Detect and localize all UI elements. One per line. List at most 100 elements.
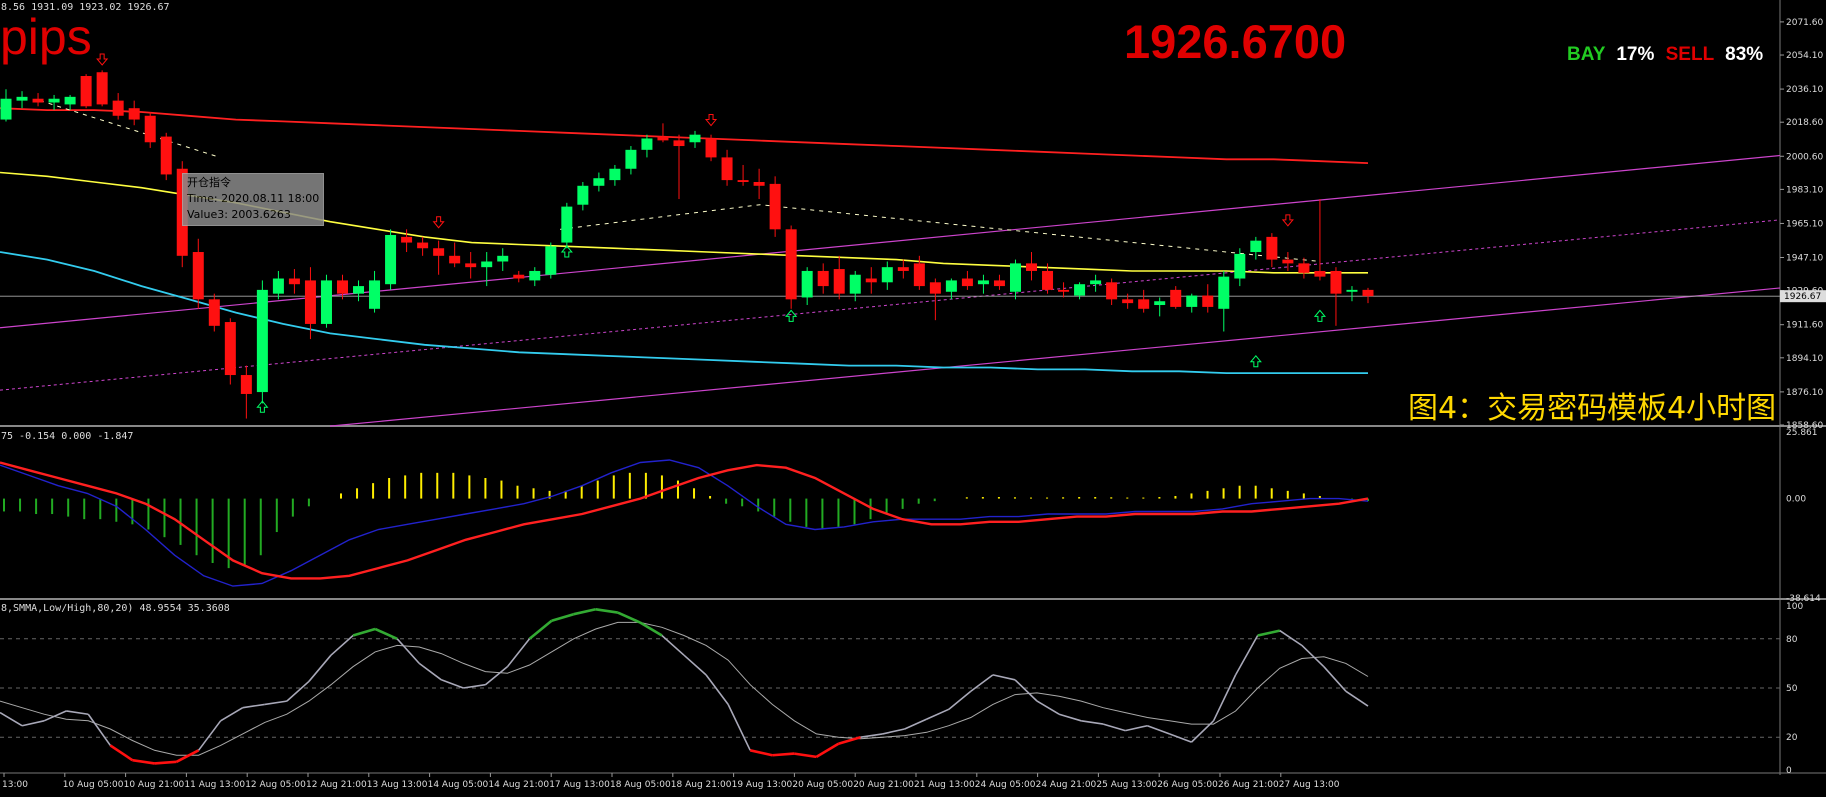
macd-readout: 75 -0.154 0.000 -1.847: [1, 431, 134, 442]
bay-label: BAY: [1567, 44, 1606, 65]
signal-tooltip: 开仓指令 Time: 2020.08.11 18:00 Value3: 2003…: [182, 173, 324, 226]
candle-bull: [272, 278, 284, 294]
stochastic-main-line: [1036, 700, 1060, 715]
candle-bull: [801, 270, 813, 298]
stochastic-main-line: [43, 710, 67, 722]
candle-bear: [96, 72, 108, 105]
candle-bull: [1154, 301, 1166, 306]
signal-up-arrow-icon: [560, 245, 573, 258]
time-tick-label: 26 Aug 21:00: [1218, 780, 1279, 790]
time-tick-label: 20 Aug 05:00: [792, 780, 853, 790]
time-tick-label: 20 Aug 21:00: [853, 780, 914, 790]
candle-bull: [1186, 295, 1198, 307]
time-tick-label: 12 Aug 21:00: [306, 780, 367, 790]
stochastic-main-line: [1190, 720, 1215, 743]
candle-bear: [1330, 270, 1342, 294]
stochastic-main-line: [794, 752, 817, 759]
macd-tick-label: -38.614: [1786, 594, 1821, 604]
stochastic-main-line: [132, 758, 155, 765]
buy-sell-ratio: BAY 17% SELL 83%: [1567, 44, 1763, 66]
lower-moving-average: [0, 251, 1368, 374]
stochastic-main-line: [1014, 679, 1038, 702]
candle-bear: [1170, 289, 1182, 307]
candle-bear: [208, 299, 220, 326]
candle-bear: [288, 278, 300, 285]
stochastic-main-line: [0, 711, 23, 727]
stochastic-main-line: [441, 679, 464, 689]
stochastic-main-line: [639, 621, 663, 637]
price-tick-label: 2054.10: [1786, 51, 1823, 61]
candle-bull: [369, 280, 381, 309]
candle-bear: [1106, 282, 1118, 300]
candle-bull: [1074, 284, 1086, 296]
stochastic-main-line: [418, 662, 442, 681]
stochastic-main-line: [838, 735, 861, 746]
macd-signal-line: [0, 461, 1369, 580]
stochastic-main-line: [330, 634, 354, 656]
stochastic-main-line: [727, 704, 751, 751]
candle-bear: [1362, 289, 1374, 297]
sell-percent: 83%: [1725, 44, 1764, 65]
stochastic-main-line: [154, 760, 177, 765]
stochastic-main-line: [772, 752, 795, 757]
candle-bear: [1282, 259, 1294, 264]
sell-label: SELL: [1665, 44, 1714, 65]
time-tick-label: 27 Aug 13:00: [1279, 780, 1340, 790]
stochastic-main-line: [506, 638, 531, 668]
time-tick-label: 10 Aug 21:00: [124, 780, 185, 790]
stochastic-tick-label: 50: [1786, 684, 1798, 694]
candle-bull: [48, 98, 60, 103]
current-price-tag-label: 1926.67: [1784, 292, 1821, 302]
price-tick-label: 2018.60: [1786, 118, 1823, 128]
stochastic-main-line: [484, 666, 508, 686]
stochastic-main-line: [904, 718, 928, 730]
candle-bear: [1266, 236, 1278, 260]
stochastic-main-line: [1125, 724, 1148, 732]
stochastic-main-line: [264, 700, 287, 706]
stochastic-main-line: [463, 683, 486, 689]
candle-bull: [1090, 280, 1102, 285]
candle-bear: [929, 282, 941, 294]
candle-bull: [64, 96, 76, 105]
time-tick-label: 24 Aug 21:00: [1036, 780, 1097, 790]
candle-bull: [641, 138, 653, 150]
candle-bear: [737, 180, 749, 183]
stochastic-main-line: [374, 627, 398, 640]
stochastic-main-line: [21, 720, 45, 727]
stochastic-tick-label: 20: [1786, 733, 1798, 743]
stochastic-main-line: [705, 674, 729, 705]
time-tick-label: 26 Aug 05:00: [1157, 780, 1218, 790]
stochastic-main-line: [1212, 674, 1237, 722]
candle-bear: [817, 270, 829, 287]
tooltip-title: 开仓指令: [187, 176, 231, 189]
stochastic-main-line: [1147, 724, 1170, 735]
candle-bear: [1026, 263, 1038, 271]
stochastic-main-line: [948, 690, 972, 710]
stochastic-main-line: [617, 611, 641, 624]
candle-bear: [160, 136, 172, 175]
ohlc-readout: 8.56 1931.09 1923.02 1926.67: [1, 2, 170, 13]
candle-bull: [256, 289, 268, 393]
stochastic-tick-label: 80: [1786, 635, 1798, 645]
stochastic-main-line: [992, 674, 1016, 681]
stochastic-main-line: [352, 627, 376, 637]
stochastic-main-line: [220, 706, 244, 722]
candle-bear: [224, 322, 236, 376]
stochastic-main-line: [66, 710, 89, 716]
stochastic-main-line: [970, 674, 994, 692]
stochastic-main-line: [1301, 644, 1325, 668]
candle-bear: [336, 280, 348, 294]
macd-tick-label: 25.861: [1786, 428, 1818, 438]
candle-bull: [609, 168, 621, 181]
stochastic-tick-label: 0: [1786, 766, 1792, 776]
signal-up-arrow-icon: [256, 400, 269, 413]
stochastic-main-line: [815, 742, 840, 758]
candle-bull: [689, 134, 701, 143]
signal-down-arrow-icon: [1281, 214, 1294, 227]
signal-up-arrow-icon: [785, 309, 798, 322]
macd-tick-label: 0.00: [1786, 495, 1806, 505]
channel-upper-line: [0, 154, 1781, 329]
stochastic-main-line: [1323, 666, 1347, 692]
stochastic-main-line: [87, 713, 111, 746]
